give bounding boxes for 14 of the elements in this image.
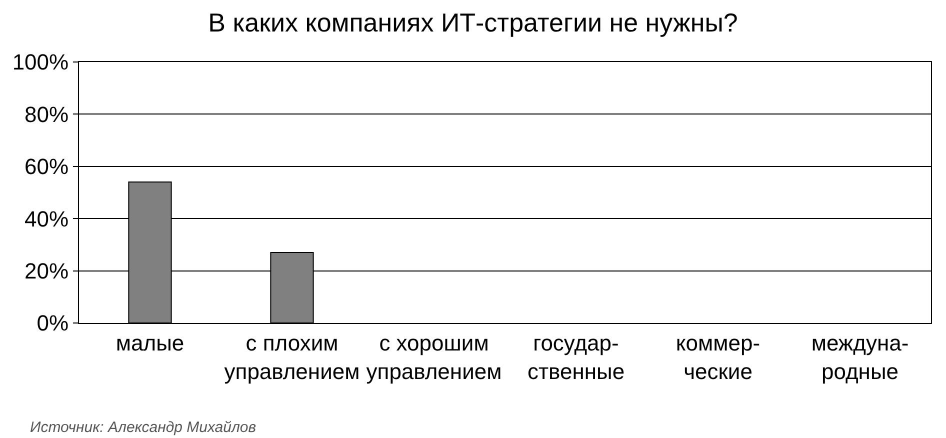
x-tick-label: коммер- ческие: [676, 330, 760, 384]
y-tick-label: 100%: [12, 50, 69, 75]
y-tick-label: 60%: [24, 154, 69, 180]
y-tick-label: 80%: [24, 102, 69, 127]
y-tick-label: 20%: [24, 258, 69, 284]
y-tick-label: 40%: [24, 206, 69, 232]
x-tick-label: с плохим управлением: [224, 330, 360, 384]
x-tick-label: междуна- родные: [811, 330, 909, 384]
text: Источник: Александр Михайлов: [30, 419, 256, 436]
x-tick-label: государ- ственные: [527, 330, 625, 384]
y-tick-label: 0%: [36, 310, 69, 336]
x-tick-label: с хорошим управлением: [366, 330, 502, 384]
x-tick-label: малые: [116, 330, 184, 356]
chart-title: В каких компаниях ИТ-стратегии не нужны?: [208, 7, 738, 38]
